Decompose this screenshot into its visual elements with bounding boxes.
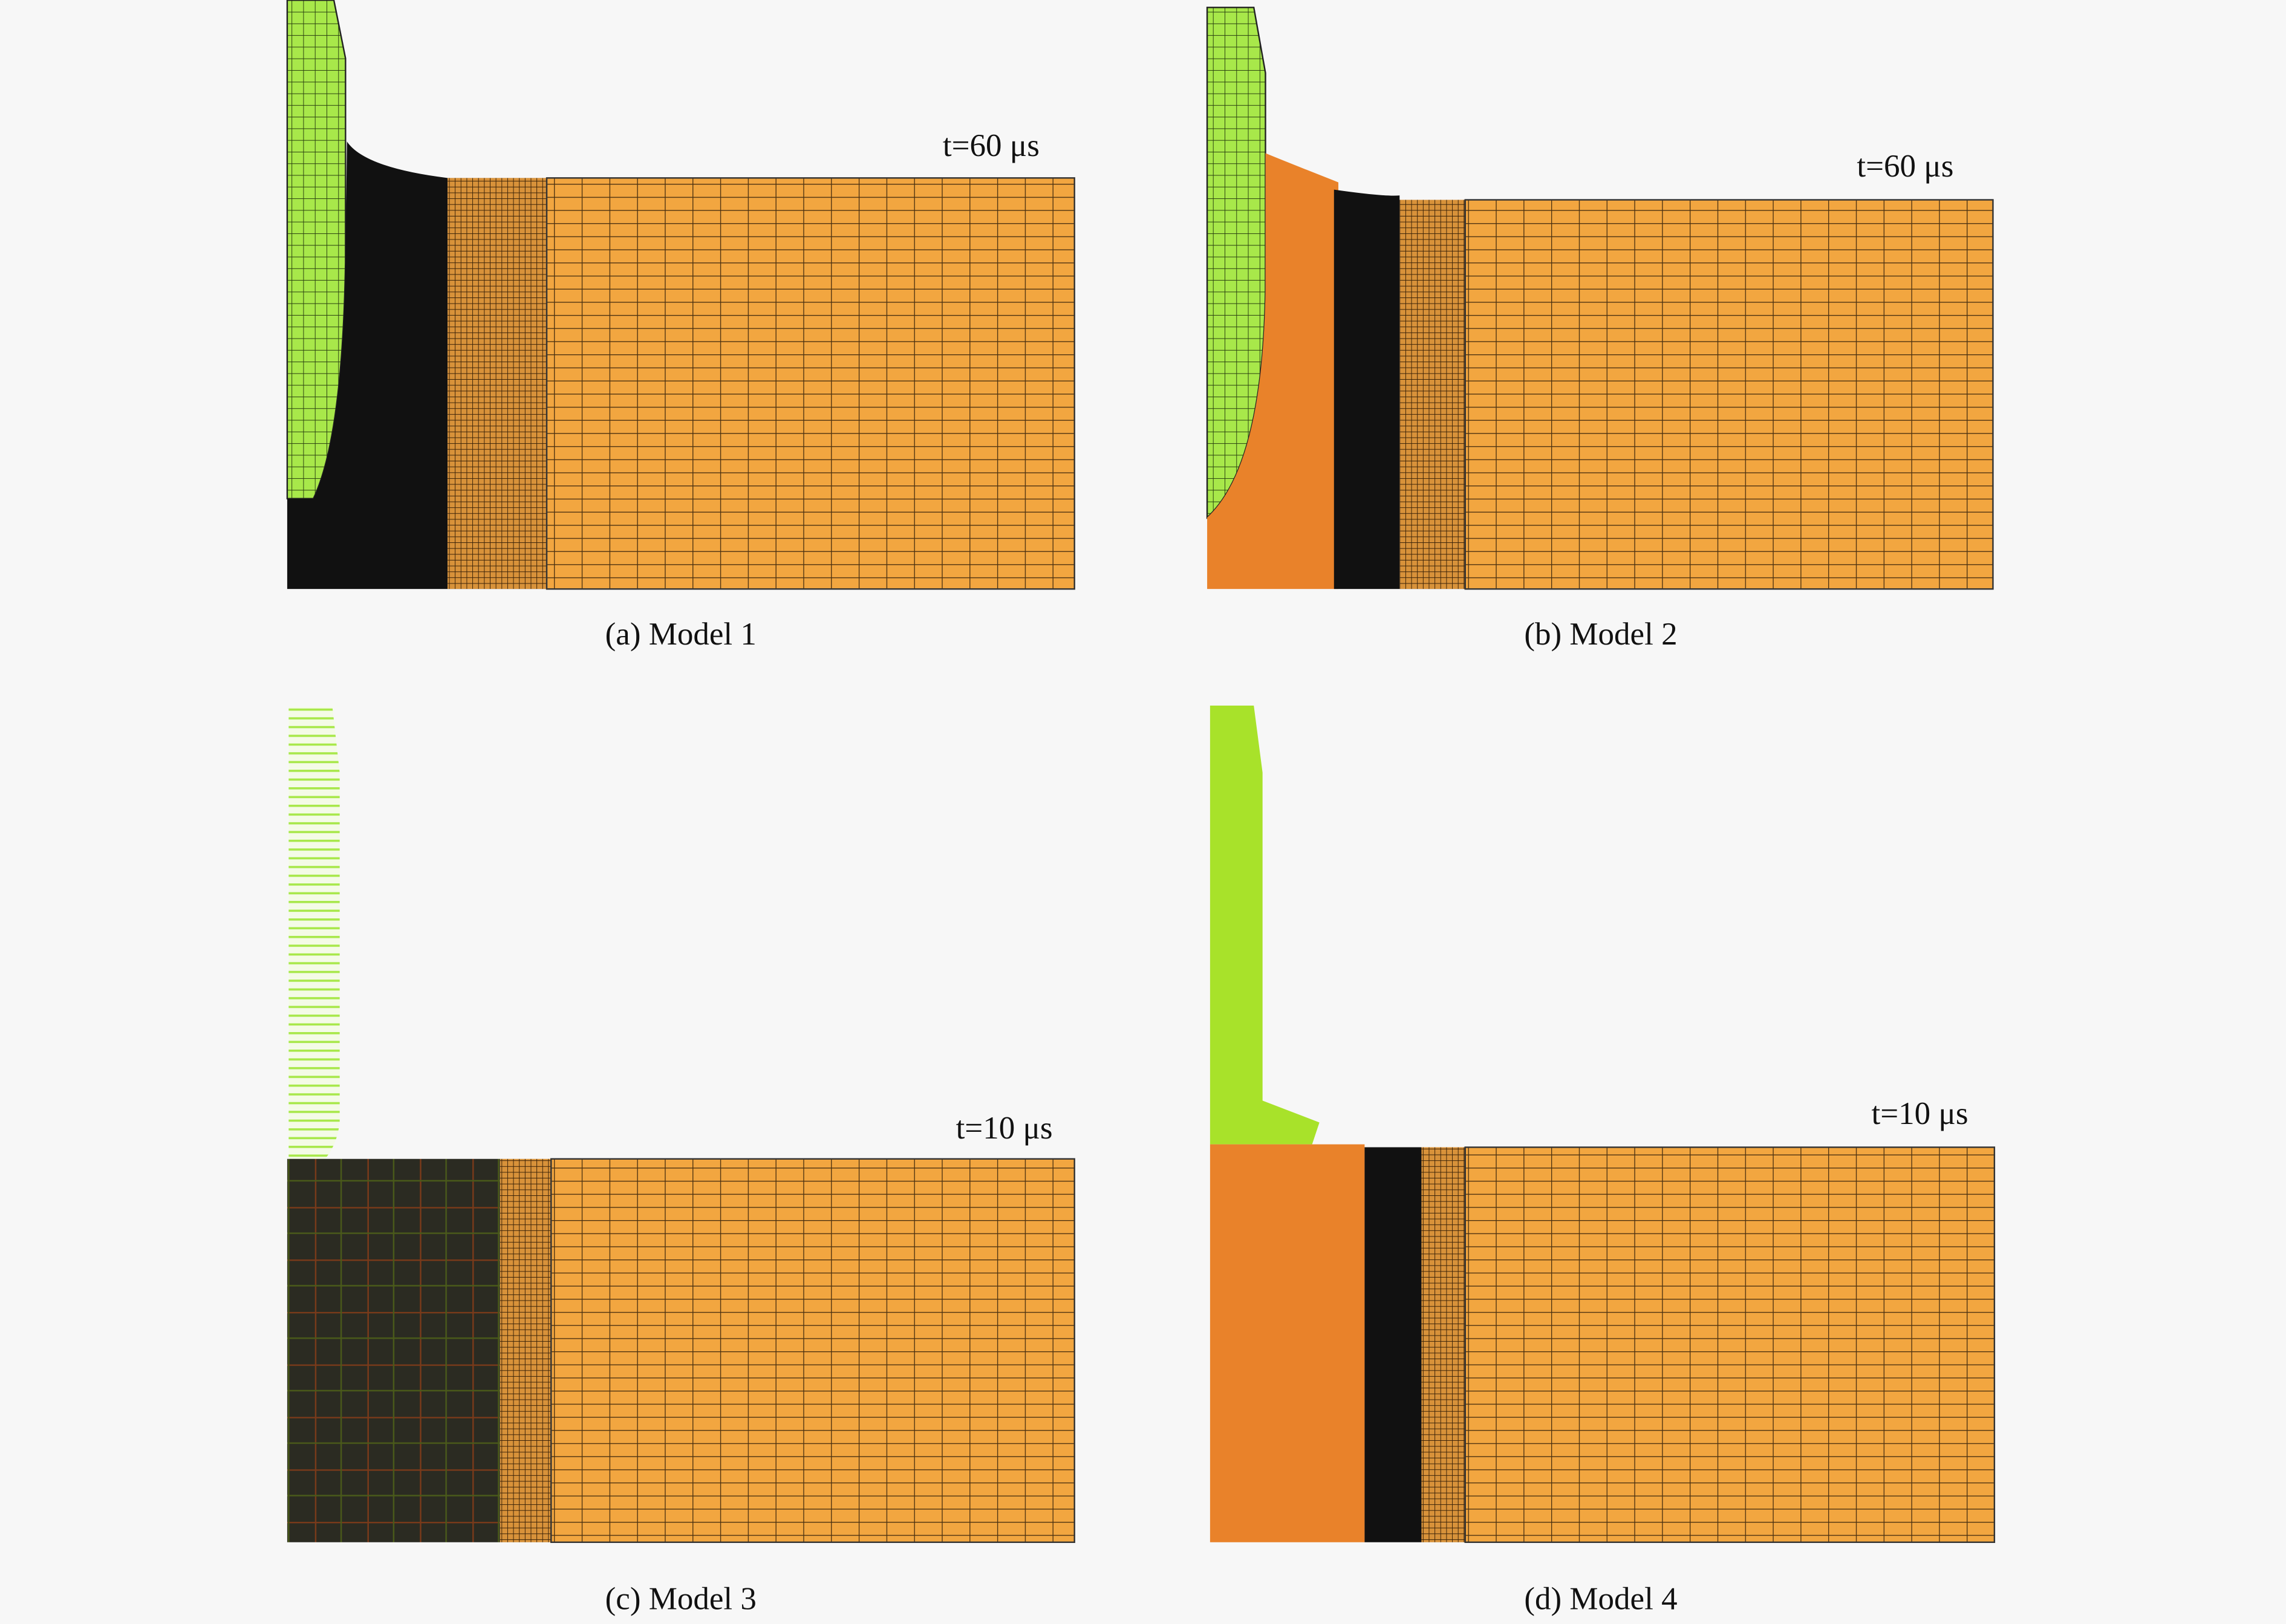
fine-mesh xyxy=(500,1158,552,1542)
dark-zone xyxy=(1334,189,1400,590)
projectile xyxy=(288,707,340,1174)
panel-d xyxy=(1210,706,1996,1543)
fine-mesh xyxy=(1421,1147,1465,1542)
caption: (b) Model 2 xyxy=(1524,617,1677,652)
target-mesh xyxy=(1464,199,1994,590)
target-mesh xyxy=(550,1158,1075,1543)
caption: (a) Model 1 xyxy=(605,617,757,652)
plug xyxy=(287,141,448,590)
plug xyxy=(287,1158,500,1542)
projectile xyxy=(1210,706,1320,1145)
dark-zone xyxy=(1364,1147,1422,1542)
fine-mesh xyxy=(448,178,547,590)
panel-a xyxy=(286,0,1075,590)
projectile xyxy=(1206,7,1266,519)
caption: (d) Model 4 xyxy=(1524,1582,1677,1617)
projectile xyxy=(286,0,347,499)
time-label: t=10 μs xyxy=(1872,1096,1968,1131)
plug xyxy=(1210,1144,1365,1542)
caption: (c) Model 3 xyxy=(605,1582,757,1617)
time-label: t=60 μs xyxy=(1857,149,1953,184)
target-mesh xyxy=(545,177,1075,590)
target-mesh xyxy=(1464,1146,1996,1543)
plug xyxy=(1207,87,1339,590)
panel-c xyxy=(287,707,1075,1543)
time-label: t=60 μs xyxy=(943,128,1040,163)
time-label: t=10 μs xyxy=(956,1111,1053,1146)
fine-mesh xyxy=(1399,200,1465,590)
panel-b xyxy=(1206,7,1994,590)
